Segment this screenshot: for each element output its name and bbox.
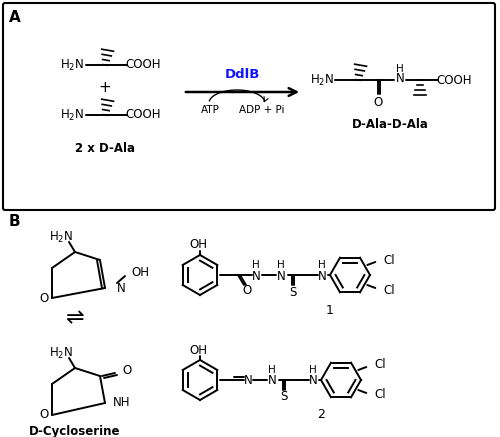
- Text: N: N: [276, 270, 285, 282]
- Text: $\mathregular{H_2N}$: $\mathregular{H_2N}$: [60, 108, 84, 122]
- Text: D-Cycloserine: D-Cycloserine: [29, 426, 121, 437]
- Text: $\mathregular{H_2N}$: $\mathregular{H_2N}$: [310, 73, 334, 87]
- Text: +: +: [98, 80, 112, 96]
- Text: N: N: [252, 270, 260, 282]
- Text: D-Ala-D-Ala: D-Ala-D-Ala: [352, 118, 428, 132]
- Text: COOH: COOH: [436, 73, 472, 87]
- Text: O: O: [40, 291, 48, 305]
- Text: $\mathregular{H_2N}$: $\mathregular{H_2N}$: [49, 229, 73, 245]
- Text: B: B: [8, 215, 20, 229]
- Text: O: O: [242, 284, 252, 298]
- Text: S: S: [280, 391, 287, 403]
- Text: COOH: COOH: [125, 108, 161, 121]
- Text: H: H: [252, 260, 260, 270]
- Text: 1: 1: [326, 304, 334, 316]
- Text: Cl: Cl: [374, 358, 386, 371]
- Text: Cl: Cl: [374, 388, 386, 402]
- FancyBboxPatch shape: [3, 3, 495, 210]
- Text: ADP + Pi: ADP + Pi: [240, 105, 285, 115]
- Text: H: H: [277, 260, 285, 270]
- Text: N: N: [318, 270, 326, 282]
- Text: O: O: [40, 409, 48, 422]
- Text: 2: 2: [317, 409, 325, 422]
- Text: O: O: [374, 96, 382, 108]
- Text: A: A: [9, 10, 21, 24]
- Text: H: H: [318, 260, 326, 270]
- Text: OH: OH: [131, 267, 149, 280]
- Text: $\mathregular{H_2N}$: $\mathregular{H_2N}$: [49, 346, 73, 361]
- Text: ATP: ATP: [200, 105, 220, 115]
- Text: NH: NH: [113, 396, 130, 409]
- Text: N: N: [268, 375, 276, 388]
- Text: N: N: [117, 281, 126, 295]
- Text: N: N: [244, 374, 252, 386]
- Text: S: S: [290, 285, 296, 298]
- Text: OH: OH: [189, 239, 207, 252]
- Text: OH: OH: [189, 343, 207, 357]
- Text: Cl: Cl: [384, 284, 395, 296]
- Text: Cl: Cl: [384, 253, 395, 267]
- Text: COOH: COOH: [125, 59, 161, 72]
- Text: O: O: [122, 364, 131, 378]
- Text: N: N: [308, 375, 318, 388]
- Text: DdlB: DdlB: [224, 67, 260, 80]
- Text: H: H: [268, 365, 276, 375]
- Text: H: H: [396, 64, 404, 74]
- Text: ⇌: ⇌: [66, 308, 84, 328]
- Text: N: N: [396, 73, 404, 86]
- Text: $\mathregular{H_2N}$: $\mathregular{H_2N}$: [60, 57, 84, 73]
- Text: 2 x D-Ala: 2 x D-Ala: [75, 142, 135, 155]
- Text: H: H: [309, 365, 317, 375]
